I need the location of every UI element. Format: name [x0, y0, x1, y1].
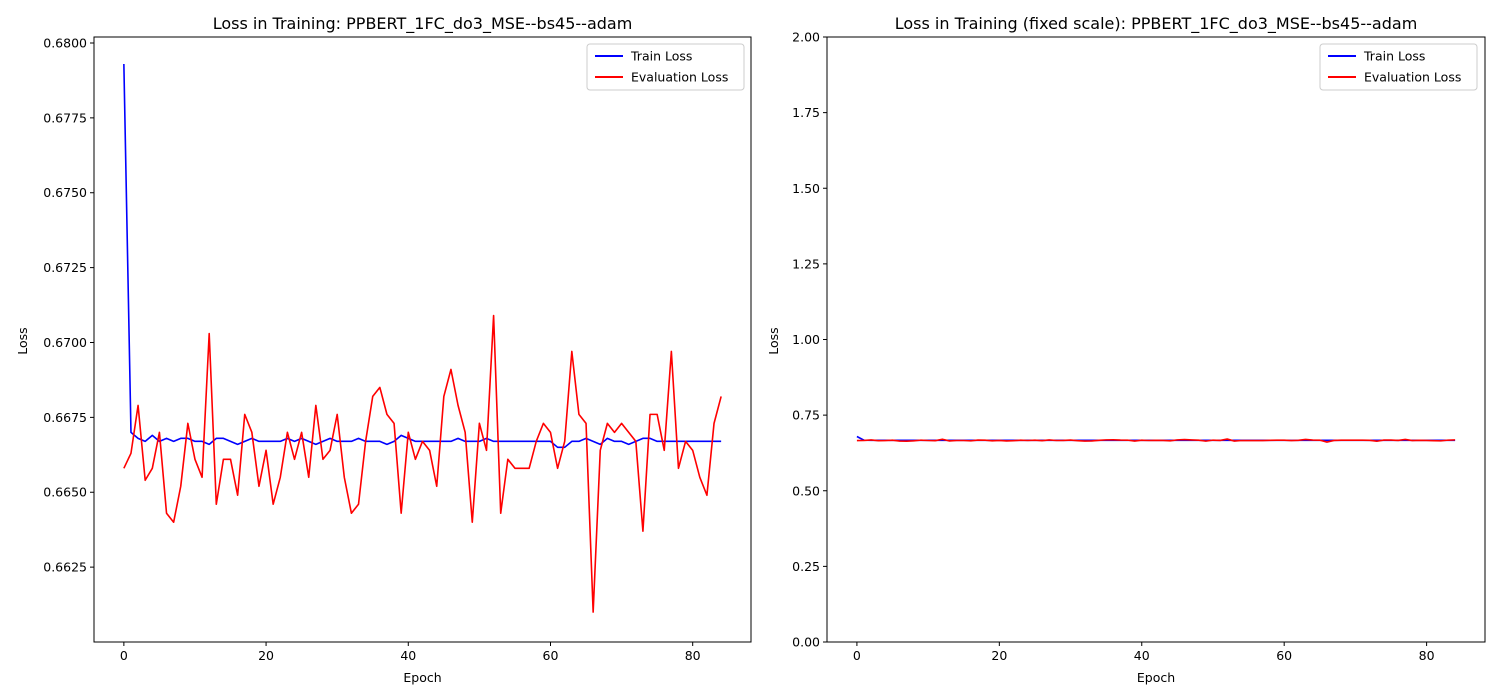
series-lines: [123, 63, 722, 613]
y-tick-label: 1.75: [792, 105, 820, 120]
y-tick-label: 0.6750: [43, 185, 87, 200]
x-tick-label: 80: [685, 648, 701, 663]
series-lines: [856, 435, 1456, 443]
legend-label-train-loss: Train Loss: [630, 49, 692, 64]
x-tick-label: 80: [1419, 648, 1435, 663]
legend-box: [1319, 43, 1478, 91]
y-tick-label: 0.6700: [43, 335, 87, 350]
y-tick-label: 1.50: [792, 181, 820, 196]
legend-label-train-loss: Train Loss: [1363, 49, 1425, 64]
x-tick-label: 0: [120, 648, 128, 663]
x-axis-label: Epoch: [1137, 670, 1175, 685]
y-tick-label: 0.6725: [43, 260, 87, 275]
chart-title: Loss in Training (fixed scale): PPBERT_1…: [895, 14, 1418, 34]
chart-title: Loss in Training: PPBERT_1FC_do3_MSE--bs…: [213, 14, 633, 34]
y-axis-label: Loss: [15, 327, 30, 354]
x-tick-label: 20: [258, 648, 274, 663]
y-axis-label: Loss: [766, 327, 781, 354]
y-tick-label: 2.00: [792, 30, 820, 45]
y-tick-label: 0.25: [792, 559, 820, 574]
y-ticks: 0.00 0.25 0.50 0.75 1.00 1.25 1.50 1.75 2.00: [792, 30, 827, 650]
x-tick-label: 0: [853, 648, 861, 663]
y-tick-label: 1.25: [792, 256, 820, 271]
x-tick-label: 40: [1134, 648, 1150, 663]
x-tick-label: 60: [1276, 648, 1292, 663]
y-tick-label: 0.75: [792, 408, 820, 423]
legend: Train Loss Evaluation Loss: [586, 43, 745, 91]
x-axis-label: Epoch: [403, 670, 441, 685]
y-tick-label: 0.6775: [43, 110, 87, 125]
series-line-evaluation-loss: [856, 438, 1456, 443]
y-tick-label: 0.6650: [43, 485, 87, 500]
legend: Train Loss Evaluation Loss: [1319, 43, 1478, 91]
chart-loss-in-training-fixed-scale: Loss in Training (fixed scale): PPBERT_1…: [766, 14, 1486, 685]
x-tick-label: 20: [991, 648, 1007, 663]
legend-label-evaluation-loss: Evaluation Loss: [631, 70, 728, 85]
y-ticks: 0.6625 0.6650 0.6675 0.6700 0.6725 0.6750 0.67…: [43, 35, 94, 575]
chart-loss-in-training: Loss in Training: PPBERT_1FC_do3_MSE--bs…: [15, 14, 752, 685]
y-tick-label: 0.6800: [43, 35, 87, 50]
plot-frame: [93, 36, 752, 643]
x-ticks: 0 20 40 60 80: [120, 642, 701, 663]
series-line-evaluation-loss: [123, 314, 722, 613]
legend-label-evaluation-loss: Evaluation Loss: [1364, 70, 1461, 85]
y-tick-label: 0.6625: [43, 560, 87, 575]
x-tick-label: 60: [543, 648, 559, 663]
x-ticks: 0 20 40 60 80: [853, 642, 1435, 663]
x-tick-label: 40: [400, 648, 416, 663]
legend-box: [586, 43, 745, 91]
y-tick-label: 0.50: [792, 483, 820, 498]
y-tick-label: 0.00: [792, 635, 820, 650]
y-tick-label: 1.00: [792, 332, 820, 347]
y-tick-label: 0.6675: [43, 410, 87, 425]
